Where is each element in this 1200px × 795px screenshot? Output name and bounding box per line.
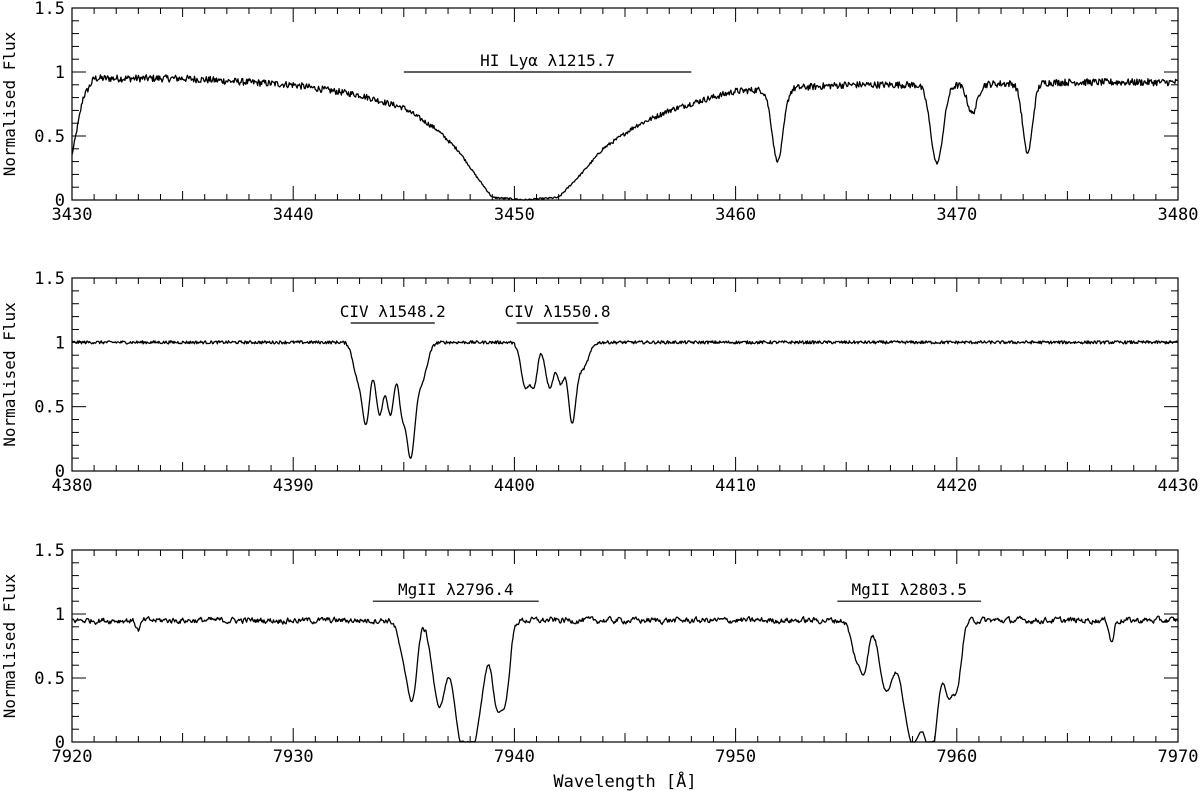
x-tick-label: 3480 xyxy=(1158,205,1199,225)
x-tick-label: 7950 xyxy=(715,747,756,767)
spectrum-line-3 xyxy=(71,615,1179,743)
line-annotation-label: CIV λ1548.2 xyxy=(340,302,446,321)
x-tick-label: 3460 xyxy=(715,205,756,225)
y-tick-label: 1.5 xyxy=(34,269,65,289)
line-annotation-label: CIV λ1550.8 xyxy=(505,302,611,321)
x-tick-label: 4380 xyxy=(52,476,93,496)
spectrum-panel-3: 7920 7930 7940 7950 7960 7970 0 0.5 1 1.5 Normalis… xyxy=(0,541,1198,792)
y-axis-label: Normalised Flux xyxy=(0,302,19,447)
plot-frame-1 xyxy=(71,7,1179,201)
y-tick-label: 0 xyxy=(55,462,65,482)
x-tick-label: 4410 xyxy=(715,476,756,496)
y-tick-label: 1.5 xyxy=(34,541,65,561)
y-tick-label: 1 xyxy=(55,63,65,83)
x-tick-label: 3470 xyxy=(936,205,977,225)
x-tick-label: 4430 xyxy=(1158,476,1199,496)
x-tick-label: 4400 xyxy=(494,476,535,496)
y-axis-label: Normalised Flux xyxy=(0,31,19,176)
y-tick-label: 1.5 xyxy=(34,0,65,19)
x-tick-label: 4420 xyxy=(936,476,977,496)
spectrum-panel-1: 3430 3440 3450 3460 3470 3480 0 0.5 1 1.5 Normalis… xyxy=(0,0,1198,225)
y-axis-label: Normalised Flux xyxy=(0,573,19,718)
y-tick-label: 1 xyxy=(55,333,65,353)
plot-frame-3 xyxy=(71,549,1179,743)
x-tick-label: 4390 xyxy=(273,476,314,496)
x-tick-label: 3440 xyxy=(273,205,314,225)
x-tick-label: 7930 xyxy=(273,747,314,767)
y-tick-label: 0 xyxy=(55,733,65,753)
y-tick-label: 0.5 xyxy=(34,127,65,147)
plot-frame-2 xyxy=(71,277,1179,472)
x-tick-label: 3450 xyxy=(494,205,535,225)
x-tick-label: 3430 xyxy=(52,205,93,225)
y-tick-label: 1 xyxy=(55,605,65,625)
x-tick-label: 7940 xyxy=(494,747,535,767)
y-tick-label: 0.5 xyxy=(34,669,65,689)
spectrum-line-2 xyxy=(71,340,1179,459)
x-axis-label: Wavelength [Å] xyxy=(553,770,696,792)
y-tick-label: 0 xyxy=(55,191,65,211)
line-annotation-label: MgII λ2796.4 xyxy=(398,580,514,599)
spectrum-panel-2: 4380 4390 4400 4410 4420 4430 0 0.5 1 1.5 Normalis… xyxy=(0,269,1198,496)
spectrum-line-1 xyxy=(71,74,1179,201)
y-tick-label: 0.5 xyxy=(34,398,65,418)
x-tick-label: 7960 xyxy=(936,747,977,767)
line-annotation-label: MgII λ2803.5 xyxy=(851,580,967,599)
x-tick-label: 7970 xyxy=(1158,747,1199,767)
x-tick-label: 7920 xyxy=(52,747,93,767)
line-annotation-label: HI Lyα λ1215.7 xyxy=(480,51,615,70)
